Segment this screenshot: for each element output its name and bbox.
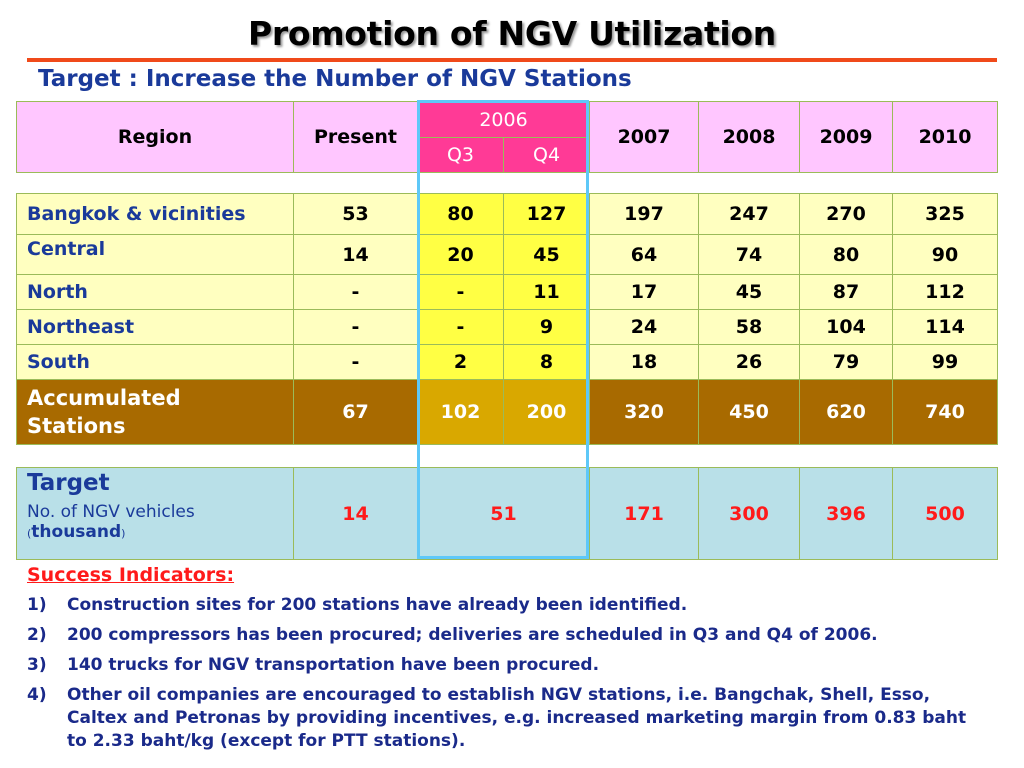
- accumulated-label-line2: Stations: [27, 414, 126, 438]
- value-cell: 53: [293, 193, 418, 235]
- target-table: Target No. of NGV vehicles (thousand) 14…: [16, 467, 999, 560]
- region-cell: Northeast: [16, 309, 294, 345]
- table-row: Bangkok & vicinities 53 80 127 197 247 2…: [16, 193, 998, 235]
- list-item: 4) Other oil companies are encouraged to …: [27, 685, 967, 751]
- target-value: 171: [589, 467, 700, 560]
- value-cell: -: [293, 309, 418, 345]
- stations-table: Bangkok & vicinities 53 80 127 197 247 2…: [16, 193, 998, 445]
- target-label-cell: Target No. of NGV vehicles (thousand): [16, 467, 294, 560]
- value-cell: 104: [799, 309, 893, 345]
- value-cell: 11: [503, 274, 590, 310]
- header-2008: 2008: [698, 101, 801, 173]
- value-cell: 127: [503, 193, 590, 235]
- value-cell: 8: [503, 344, 590, 380]
- value-cell: 197: [589, 193, 699, 235]
- value-cell: 79: [799, 344, 893, 380]
- value-cell: 74: [698, 234, 800, 275]
- header-q4: Q4: [502, 137, 591, 173]
- target-value: 51: [416, 467, 591, 560]
- header-2009: 2009: [799, 101, 894, 173]
- value-cell: 17: [589, 274, 699, 310]
- value-cell: -: [417, 274, 504, 310]
- accumulated-value: 450: [698, 379, 800, 445]
- accumulated-value: 740: [892, 379, 998, 445]
- table-row: Central 14 20 45 64 74 80 90: [16, 234, 998, 275]
- list-item: 2) 200 compressors has been procured; del…: [27, 625, 878, 645]
- target-sub-label: No. of NGV vehicles: [27, 502, 195, 522]
- accumulated-row: Accumulated Stations 67 102 200 320 450 …: [16, 379, 998, 445]
- target-value: 300: [698, 467, 801, 560]
- header-2007: 2007: [589, 101, 700, 173]
- title-divider: [27, 58, 997, 62]
- accumulated-value: 102: [417, 379, 504, 445]
- value-cell: 45: [503, 234, 590, 275]
- target-row: Target No. of NGV vehicles (thousand) 14…: [16, 467, 999, 560]
- value-cell: 114: [892, 309, 998, 345]
- header-2006: 2006: [416, 101, 591, 138]
- accumulated-label: Accumulated Stations: [16, 379, 294, 445]
- table-row: North - - 11 17 45 87 112: [16, 274, 998, 310]
- header-present: Present: [293, 101, 418, 173]
- value-cell: 45: [698, 274, 800, 310]
- target-value: 14: [293, 467, 418, 560]
- page-title: Promotion of NGV Utilization: [247, 14, 776, 53]
- accumulated-value: 67: [293, 379, 418, 445]
- value-cell: 90: [892, 234, 998, 275]
- accumulated-value: 200: [503, 379, 590, 445]
- value-cell: 18: [589, 344, 699, 380]
- value-cell: 99: [892, 344, 998, 380]
- value-cell: 20: [417, 234, 504, 275]
- header-q3: Q3: [417, 137, 504, 173]
- page-subtitle: Target : Increase the Number of NGV Stat…: [38, 66, 632, 92]
- value-cell: 14: [293, 234, 418, 275]
- region-cell: Central: [16, 234, 294, 275]
- list-item: 1) Construction sites for 200 stations ha…: [27, 595, 688, 615]
- accumulated-label-line1: Accumulated: [27, 386, 181, 410]
- region-cell: Bangkok & vicinities: [16, 193, 294, 235]
- value-cell: -: [293, 274, 418, 310]
- value-cell: 58: [698, 309, 800, 345]
- target-label: Target: [27, 470, 110, 496]
- accumulated-value: 620: [799, 379, 893, 445]
- table-row: Northeast - - 9 24 58 104 114: [16, 309, 998, 345]
- header-region: Region: [16, 101, 294, 173]
- header-2010: 2010: [892, 101, 999, 173]
- target-value: 500: [892, 467, 999, 560]
- region-cell: South: [16, 344, 294, 380]
- accumulated-value: 320: [589, 379, 699, 445]
- value-cell: 64: [589, 234, 699, 275]
- success-indicators-list: 1) Construction sites for 200 stations ha…: [27, 594, 987, 760]
- region-cell: North: [16, 274, 294, 310]
- target-unit: (thousand): [27, 522, 126, 542]
- success-indicators-heading: Success Indicators:: [27, 564, 235, 586]
- value-cell: 2: [417, 344, 504, 380]
- value-cell: -: [417, 309, 504, 345]
- value-cell: -: [293, 344, 418, 380]
- value-cell: 24: [589, 309, 699, 345]
- value-cell: 87: [799, 274, 893, 310]
- value-cell: 247: [698, 193, 800, 235]
- value-cell: 112: [892, 274, 998, 310]
- value-cell: 26: [698, 344, 800, 380]
- value-cell: 80: [799, 234, 893, 275]
- value-cell: 270: [799, 193, 893, 235]
- value-cell: 325: [892, 193, 998, 235]
- header-table: Region Present 2006 2007 2008 2009 2010 …: [16, 101, 999, 173]
- value-cell: 9: [503, 309, 590, 345]
- table-row: South - 2 8 18 26 79 99: [16, 344, 998, 380]
- target-value: 396: [799, 467, 894, 560]
- value-cell: 80: [417, 193, 504, 235]
- list-item: 3) 140 trucks for NGV transportation have…: [27, 655, 600, 675]
